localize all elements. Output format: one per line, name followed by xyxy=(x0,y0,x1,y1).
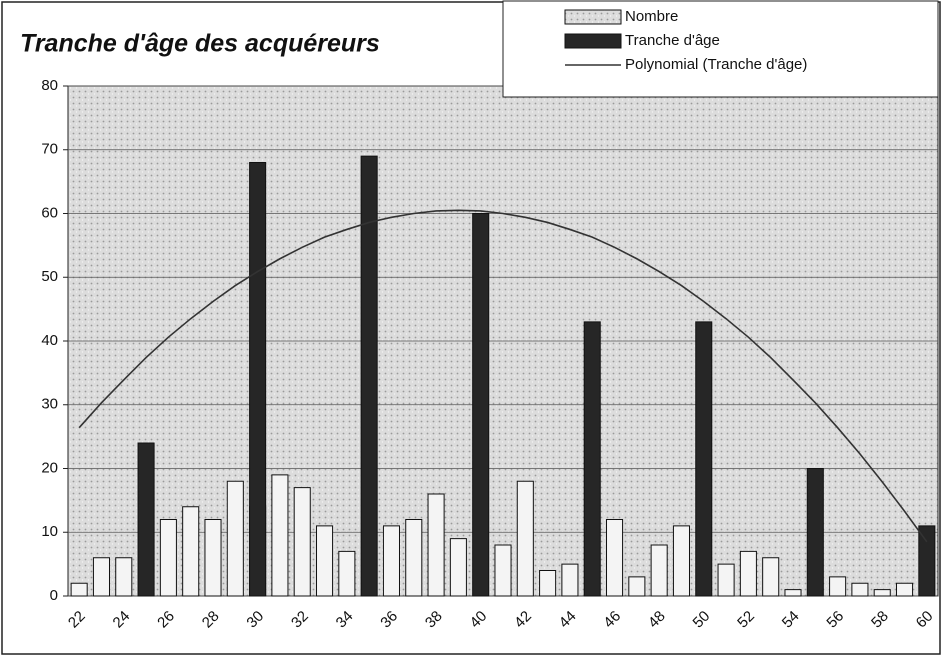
legend-label: Tranche d'âge xyxy=(625,32,720,49)
bar xyxy=(494,544,512,597)
bar xyxy=(739,550,757,597)
bar xyxy=(92,557,110,597)
y-tick-label: 20 xyxy=(41,459,58,476)
chart-title: Tranche d'âge des acquéreurs xyxy=(20,30,380,58)
bar xyxy=(918,525,936,597)
bar xyxy=(382,525,400,597)
y-tick-label: 10 xyxy=(41,523,58,540)
y-tick-label: 0 xyxy=(50,587,58,604)
bar xyxy=(806,468,824,597)
legend-label: Nombre xyxy=(625,8,678,25)
bar xyxy=(316,525,334,597)
bar xyxy=(271,474,289,597)
bar xyxy=(695,321,713,597)
bar xyxy=(650,544,668,597)
legend-swatch xyxy=(564,33,622,49)
y-tick-label: 40 xyxy=(41,332,58,349)
bar xyxy=(405,519,423,597)
bar xyxy=(606,519,624,597)
bar xyxy=(583,321,601,597)
bar xyxy=(70,582,88,597)
bar xyxy=(293,487,311,597)
bar xyxy=(717,563,735,597)
bar xyxy=(784,589,802,597)
y-tick-label: 30 xyxy=(41,396,58,413)
y-tick-label: 70 xyxy=(41,141,58,158)
bar xyxy=(115,557,133,597)
bar xyxy=(137,442,155,597)
y-tick-label: 80 xyxy=(41,77,58,94)
bar xyxy=(204,519,222,597)
bar xyxy=(851,582,869,597)
bar xyxy=(249,162,267,597)
legend-swatch xyxy=(564,9,622,25)
bar xyxy=(338,550,356,597)
bar xyxy=(360,155,378,597)
bar xyxy=(516,480,534,597)
bar xyxy=(449,538,467,597)
y-tick-label: 60 xyxy=(41,204,58,221)
bar xyxy=(159,519,177,597)
bar xyxy=(628,576,646,597)
y-tick-label: 50 xyxy=(41,268,58,285)
bar xyxy=(829,576,847,597)
bar xyxy=(561,563,579,597)
bar xyxy=(539,570,557,597)
bar xyxy=(182,506,200,597)
bar xyxy=(472,213,490,597)
trend-line xyxy=(78,209,928,543)
bar xyxy=(873,589,891,597)
legend-label: Polynomial (Tranche d'âge) xyxy=(625,56,807,73)
bar xyxy=(672,525,690,597)
bar xyxy=(762,557,780,597)
bar xyxy=(427,493,445,597)
bar xyxy=(226,480,244,597)
bar xyxy=(896,582,914,597)
